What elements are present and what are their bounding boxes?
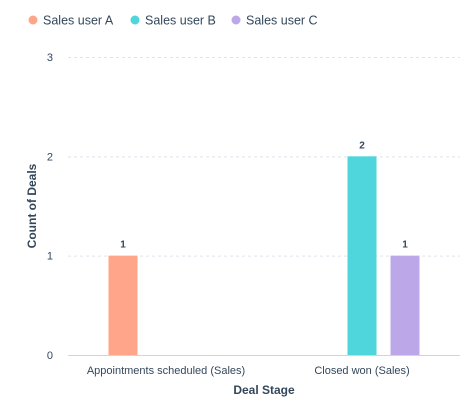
y-tick-label: 0: [47, 350, 53, 362]
y-tick-label: 3: [47, 52, 53, 64]
data-label: 2: [359, 140, 365, 151]
bar-sales-user-a-appointments-scheduled-sales[interactable]: [108, 255, 138, 355]
x-tick-label: Appointments scheduled (Sales): [87, 365, 245, 377]
x-tick-label: Closed won (Sales): [314, 365, 409, 377]
y-axis-ticks: 0 1 2 3: [47, 52, 53, 362]
legend-swatch: [28, 15, 38, 25]
y-axis-title: Count of Deals: [25, 163, 39, 248]
y-tick-label: 1: [47, 251, 53, 263]
legend: Sales user A Sales user B Sales user C: [28, 14, 318, 28]
legend-swatch: [231, 15, 241, 25]
data-label: 1: [402, 240, 408, 251]
data-labels: 1 2 1: [120, 140, 408, 250]
data-label: 1: [120, 240, 126, 251]
legend-item-sales-user-b[interactable]: Sales user B: [130, 14, 216, 28]
bar-sales-user-b-closed-won-sales[interactable]: [347, 156, 377, 355]
bar-sales-user-c-closed-won-sales[interactable]: [390, 255, 420, 355]
legend-swatch: [130, 15, 140, 25]
legend-item-sales-user-c[interactable]: Sales user C: [231, 14, 318, 28]
x-axis-ticks: Appointments scheduled (Sales) Closed won…: [87, 365, 410, 377]
legend-label: Sales user A: [43, 14, 114, 28]
legend-label: Sales user B: [145, 14, 216, 28]
x-axis-title: Deal Stage: [233, 383, 295, 397]
legend-item-sales-user-a[interactable]: Sales user A: [28, 14, 114, 28]
legend-label: Sales user C: [246, 14, 318, 28]
bars: [108, 156, 420, 355]
y-tick-label: 2: [47, 151, 53, 163]
